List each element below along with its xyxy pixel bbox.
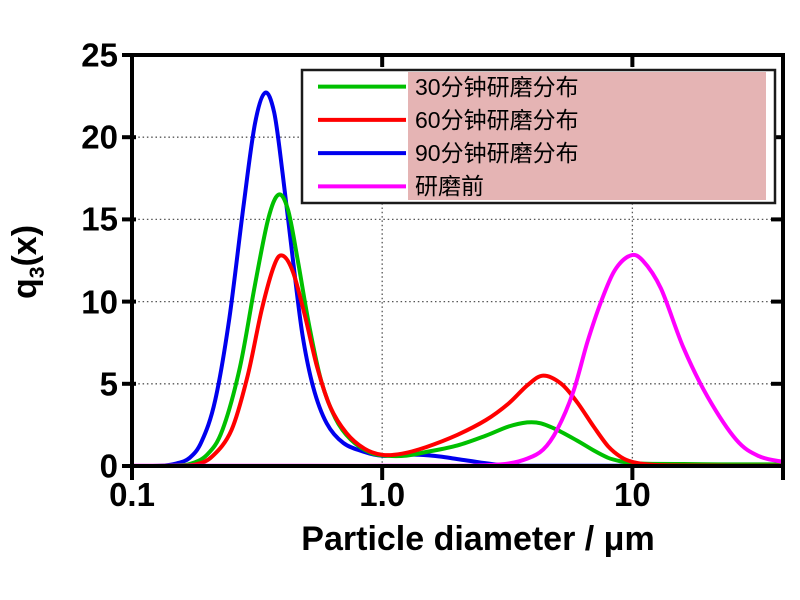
x-axis-title: Particle diameter / μm bbox=[301, 520, 655, 558]
legend-item-label: 研磨前 bbox=[415, 173, 484, 200]
y-tick-label: 0 bbox=[99, 447, 118, 485]
plot-frame bbox=[122, 53, 785, 480]
legend-item-label: 30分钟研磨分布 bbox=[415, 73, 579, 100]
legend-highlight bbox=[408, 72, 766, 200]
y-axis-title: q3(x) bbox=[6, 225, 50, 299]
x-tick-label: 1.0 bbox=[359, 476, 406, 513]
y-tick-label: 25 bbox=[81, 36, 118, 74]
x-tick-label: 10 bbox=[614, 476, 651, 513]
series-curve-1 bbox=[130, 253, 785, 468]
legend-item-label: 90分钟研磨分布 bbox=[415, 139, 579, 166]
y-tick-label: 15 bbox=[81, 200, 118, 238]
y-axis-title-base: q bbox=[6, 278, 45, 300]
x-tick-label: 0.1 bbox=[109, 476, 155, 513]
y-tick-label: 10 bbox=[81, 283, 118, 321]
y-tick-label: 20 bbox=[81, 118, 118, 156]
legend bbox=[300, 68, 777, 205]
legend-item-label: 60分钟研磨分布 bbox=[415, 106, 579, 133]
y-axis-title-subscript: 3 bbox=[25, 266, 49, 279]
y-tick-label: 5 bbox=[99, 365, 118, 403]
frame-border bbox=[130, 53, 785, 468]
series-curve-0 bbox=[130, 192, 785, 468]
y-axis-title-rest: (x) bbox=[6, 224, 45, 267]
